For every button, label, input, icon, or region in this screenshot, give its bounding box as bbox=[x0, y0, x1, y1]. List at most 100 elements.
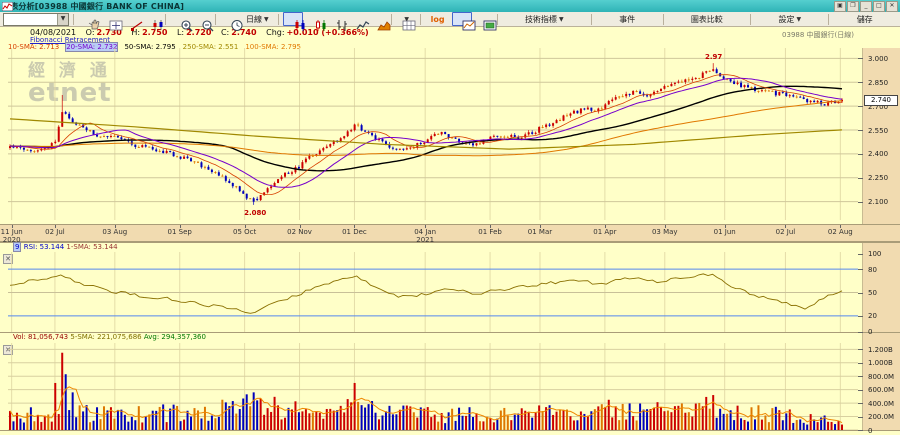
rsi-legend: 9 RSI: 53.144 1-SMA: 53.144 bbox=[13, 242, 118, 252]
price-axis-label: 3.000 bbox=[868, 54, 889, 63]
minimize-button[interactable]: _ bbox=[860, 0, 872, 12]
save-button-label: 儲存 bbox=[856, 14, 873, 24]
rsi-axis-tick bbox=[858, 269, 863, 271]
popup-window-button[interactable]: ▣ bbox=[834, 0, 846, 12]
price-annotation: 2.97 bbox=[705, 52, 723, 61]
zoom-in-button[interactable] bbox=[170, 12, 193, 32]
rsi-sma-value: 1-SMA: 53.144 bbox=[66, 243, 118, 251]
settings-button-label: 設定 bbox=[778, 14, 795, 24]
volume-axis-label: 400.0M bbox=[868, 399, 895, 408]
cascade-window-button[interactable]: ❐ bbox=[847, 0, 859, 12]
sma-legend-item[interactable]: 50-SMA: 2.795 bbox=[124, 43, 176, 51]
x-axis-label: 01 Mar bbox=[527, 228, 553, 236]
volume-plot[interactable] bbox=[8, 343, 858, 430]
price-axis-label: 2.700 bbox=[868, 102, 889, 111]
symbol-input[interactable] bbox=[4, 14, 57, 25]
price-axis-label: 2.400 bbox=[868, 150, 889, 159]
sma-legend-item[interactable]: 20-SMA: 2.732 bbox=[65, 42, 119, 52]
log-scale-button[interactable]: log bbox=[425, 12, 451, 26]
x-axis-label: 01 Jun bbox=[713, 228, 736, 236]
symbol-combobox[interactable]: ▼ bbox=[3, 12, 69, 26]
x-axis-label: 01 Sep bbox=[167, 228, 192, 236]
window-title: 圖表分析[03988 中國銀行 BANK OF CHINA] bbox=[2, 1, 185, 11]
price-axis-label: 2.850 bbox=[868, 78, 889, 87]
low-value: 2.720 bbox=[186, 28, 212, 37]
high-label: H: bbox=[131, 28, 141, 37]
remove-volume-button[interactable]: ✕ bbox=[3, 345, 13, 355]
toolbar-separator bbox=[390, 13, 392, 25]
volume-axis-tick bbox=[858, 403, 863, 405]
rsi-axis-tick bbox=[858, 292, 863, 294]
crosshair-button[interactable] bbox=[99, 12, 123, 31]
events-button-label: 事件 bbox=[619, 14, 636, 24]
rsi-plot[interactable] bbox=[8, 252, 858, 332]
volume-axis-tick bbox=[858, 389, 863, 391]
log-scale-button-label: log bbox=[430, 14, 445, 24]
rsi-period-badge[interactable]: 9 bbox=[13, 242, 22, 252]
x-axis-label: 05 Oct bbox=[232, 228, 257, 236]
zoom-out-button[interactable] bbox=[191, 12, 214, 32]
close-label: C: bbox=[220, 28, 230, 37]
events-button[interactable]: 事件 bbox=[614, 12, 640, 26]
line-chart-button[interactable] bbox=[346, 12, 369, 30]
area-chart-button[interactable] bbox=[367, 12, 391, 31]
volume-axis-label: 800.0M bbox=[868, 372, 895, 381]
x-axis-label: 01 Dec bbox=[342, 228, 367, 236]
volume-axis-tick bbox=[858, 416, 863, 418]
rsi-axis-label: 20 bbox=[868, 312, 877, 321]
open-value: 2.730 bbox=[96, 28, 122, 37]
sma-legend-item[interactable]: 250-SMA: 2.551 bbox=[182, 43, 239, 51]
toolbar-separator bbox=[165, 13, 166, 25]
active-drawing-tool-link[interactable]: Fibonacci Retracement bbox=[30, 36, 111, 44]
x-axis-label: 03 Aug bbox=[102, 228, 128, 236]
settings-button[interactable]: 設定 ▼ bbox=[773, 12, 806, 26]
high-value: 2.750 bbox=[142, 28, 168, 37]
interval-dropdown[interactable]: 日線 ▼ bbox=[241, 12, 274, 26]
price-chart-plot[interactable] bbox=[8, 48, 858, 220]
compare-pane-button[interactable] bbox=[473, 12, 497, 31]
technical-indicators-button[interactable]: 技術指標 ▼ bbox=[520, 12, 569, 26]
combo-dropdown-arrow-icon[interactable]: ▼ bbox=[57, 13, 68, 25]
toolbar-separator bbox=[662, 13, 664, 25]
remove-rsi-button[interactable]: ✕ bbox=[3, 254, 13, 264]
price-axis-label: 2.100 bbox=[868, 198, 889, 207]
candlestick-chart-button[interactable] bbox=[282, 12, 305, 31]
maximize-button[interactable]: □ bbox=[873, 0, 885, 12]
x-axis-tick bbox=[490, 225, 492, 228]
pan-tool-button[interactable] bbox=[78, 12, 100, 30]
history-button[interactable] bbox=[220, 12, 243, 31]
ticker-label: 03988 中國銀行(日線) bbox=[782, 31, 854, 39]
x-axis-tick bbox=[425, 225, 427, 228]
ohlc-chart-button[interactable] bbox=[325, 12, 347, 31]
volume-axis-tick bbox=[858, 376, 863, 378]
toolbar-separator bbox=[590, 13, 592, 25]
toolbar-separator bbox=[419, 13, 421, 25]
toolbar-separator bbox=[277, 13, 279, 25]
price-axis-tick bbox=[858, 153, 863, 155]
candle-adjust-button[interactable] bbox=[141, 12, 163, 30]
sma-legend-item[interactable]: 10-SMA: 2.713 bbox=[8, 43, 60, 51]
price-axis-tick bbox=[858, 106, 863, 108]
volume-axis-tick bbox=[858, 362, 863, 364]
x-axis-label: 02 Aug bbox=[827, 228, 853, 236]
hollow-candle-chart-button[interactable] bbox=[304, 12, 326, 31]
sma-legend-item[interactable]: 100-SMA: 2.795 bbox=[245, 43, 301, 51]
price-pane-button[interactable] bbox=[451, 12, 476, 31]
x-axis-tick bbox=[724, 225, 726, 228]
chart-compare-button[interactable]: 圖表比較 bbox=[686, 12, 728, 26]
save-button[interactable]: 儲存 bbox=[852, 12, 878, 26]
close-button[interactable]: ✕ bbox=[886, 0, 898, 12]
window-buttons: ▣ ❐ _ □ ✕ bbox=[834, 0, 898, 12]
x-axis-label: 11 Jun 2020 bbox=[0, 228, 23, 244]
chart-area: 04/08/2021 O: 2.730 H: 2.750 L: 2.720 C: 2.7… bbox=[0, 28, 900, 435]
toolbar: ▼ 日線 ▼ ▼ log 技術指標 ▼ 事件 圖表比較 設定 ▼ 儲存 bbox=[0, 12, 900, 32]
x-axis-label: 02 Jul bbox=[775, 228, 796, 236]
x-axis-tick bbox=[785, 225, 787, 228]
toolbar-separator bbox=[496, 13, 498, 25]
price-axis-tick bbox=[858, 82, 863, 84]
trendline-tool-button[interactable] bbox=[120, 12, 143, 31]
last-price-tag: 2.740 bbox=[864, 95, 898, 107]
grid-layout-dropdown[interactable]: ▼ bbox=[396, 12, 416, 31]
volume-value: Vol: 81,056,743 bbox=[13, 333, 69, 341]
open-label: O: bbox=[85, 28, 95, 37]
